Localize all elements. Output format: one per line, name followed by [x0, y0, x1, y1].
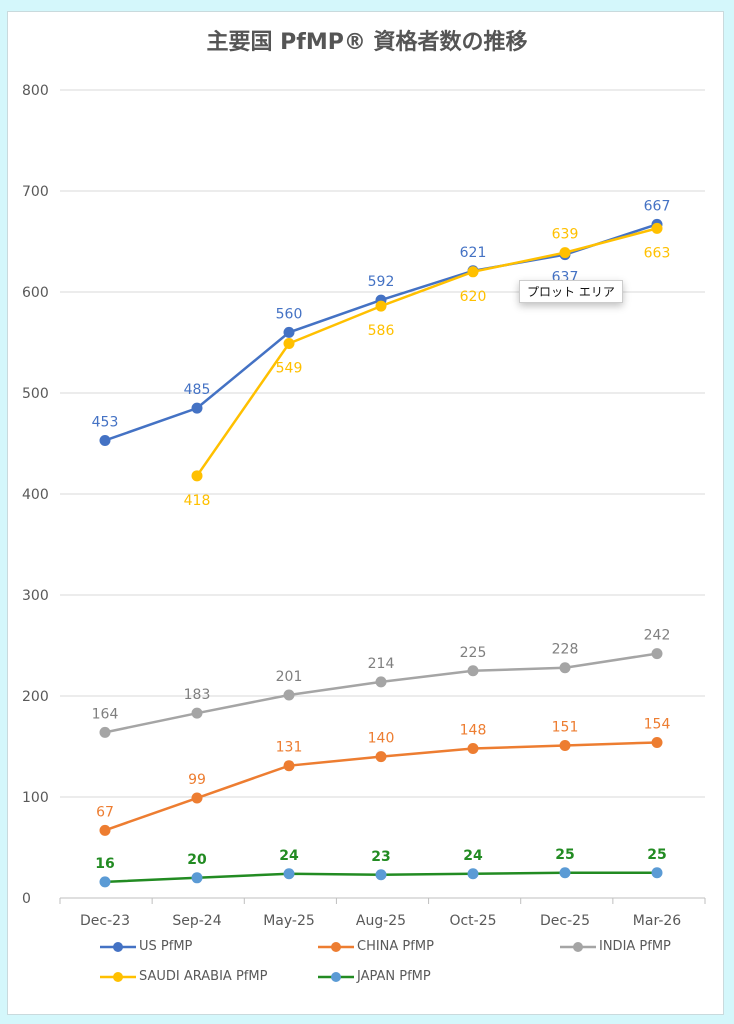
y-tick-label: 200 — [22, 689, 49, 705]
data-label: 16 — [95, 856, 114, 872]
data-point — [375, 751, 387, 763]
data-point — [191, 470, 203, 482]
series-line-saudi-arabia-pfmp — [195, 227, 658, 477]
legend-item[interactable]: US PfMP — [100, 939, 192, 954]
data-label: 225 — [460, 645, 487, 661]
legend-label: INDIA PfMP — [599, 939, 671, 954]
y-tick-label: 800 — [22, 83, 49, 99]
data-point — [375, 676, 387, 688]
data-point — [559, 247, 571, 259]
data-label: 25 — [647, 847, 666, 863]
x-tick-label: Oct-25 — [449, 913, 496, 929]
data-label: 639 — [552, 227, 579, 243]
y-tick-label: 500 — [22, 386, 49, 402]
data-label: 418 — [184, 493, 211, 509]
data-label: 67 — [96, 804, 114, 820]
data-label: 154 — [644, 716, 671, 732]
data-point — [375, 869, 387, 881]
data-label: 621 — [460, 245, 487, 261]
data-label: 620 — [460, 289, 487, 305]
data-label: 228 — [552, 642, 579, 658]
data-point — [283, 338, 295, 350]
data-label: 663 — [644, 245, 671, 261]
data-label: 592 — [368, 274, 395, 290]
legend-item[interactable]: INDIA PfMP — [560, 939, 671, 954]
data-point — [191, 872, 203, 884]
data-point — [467, 868, 479, 880]
data-point — [191, 707, 203, 719]
data-point — [283, 689, 295, 701]
y-tick-label: 400 — [22, 487, 49, 503]
data-label: 25 — [555, 847, 574, 863]
data-label: 485 — [184, 382, 211, 398]
data-point — [191, 792, 203, 804]
data-point — [191, 402, 203, 414]
legend-item[interactable]: CHINA PfMP — [318, 939, 434, 954]
data-point — [651, 736, 663, 748]
x-tick-label: Aug-25 — [356, 913, 406, 929]
x-tick-label: May-25 — [263, 913, 315, 929]
data-point — [99, 434, 111, 446]
data-point — [375, 300, 387, 312]
data-label: 201 — [276, 669, 303, 685]
data-label: 453 — [92, 414, 119, 430]
data-label: 164 — [92, 706, 119, 722]
data-label: 140 — [368, 731, 395, 747]
data-label: 667 — [644, 198, 671, 214]
data-point — [99, 726, 111, 738]
chart-title: 主要国 PfMP® 資格者数の推移 — [206, 30, 528, 55]
data-label: 549 — [276, 361, 303, 377]
data-point — [559, 739, 571, 751]
data-label: 23 — [371, 849, 390, 865]
data-label: 560 — [276, 306, 303, 322]
y-tick-label: 0 — [22, 891, 31, 907]
y-tick-label: 300 — [22, 588, 49, 604]
legend-marker-icon — [100, 941, 136, 952]
data-point — [99, 824, 111, 836]
legend-label: US PfMP — [139, 939, 193, 954]
legend-marker-icon — [560, 941, 596, 952]
data-point — [467, 665, 479, 677]
legend-marker-icon — [318, 941, 354, 952]
x-tick-label: Dec-23 — [80, 913, 130, 929]
data-label: 151 — [552, 719, 579, 735]
y-tick-label: 700 — [22, 184, 49, 200]
data-point — [651, 648, 663, 660]
data-label: 242 — [644, 628, 671, 644]
plot-area-tooltip: プロット エリア — [519, 280, 623, 303]
data-point — [651, 867, 663, 879]
data-point — [283, 326, 295, 338]
data-label: 131 — [276, 740, 303, 756]
y-tick-label: 100 — [22, 790, 49, 806]
data-point — [283, 760, 295, 772]
data-label: 586 — [368, 323, 395, 339]
data-point — [467, 266, 479, 278]
data-label: 20 — [187, 852, 207, 868]
x-tick-label: Mar-26 — [633, 913, 681, 929]
data-point — [99, 876, 111, 888]
data-label: 183 — [184, 687, 211, 703]
data-label: 24 — [463, 848, 483, 864]
data-label: 214 — [368, 656, 395, 672]
data-point — [559, 662, 571, 674]
legend-label: CHINA PfMP — [357, 939, 434, 954]
data-point — [651, 222, 663, 234]
x-tick-label: Sep-24 — [172, 913, 221, 929]
legend-item[interactable]: JAPAN PfMP — [318, 969, 431, 984]
legend-marker-icon — [100, 971, 136, 982]
legend-item[interactable]: SAUDI ARABIA PfMP — [100, 969, 267, 984]
legend-label: SAUDI ARABIA PfMP — [139, 969, 268, 984]
legend-marker-icon — [318, 971, 354, 982]
legend-label: JAPAN PfMP — [357, 969, 431, 984]
data-label: 99 — [188, 772, 206, 788]
y-tick-label: 600 — [22, 285, 49, 301]
data-point — [283, 868, 295, 880]
data-label: 148 — [460, 723, 487, 739]
data-point — [559, 867, 571, 879]
chart-frame — [7, 11, 724, 1015]
x-tick-label: Dec-25 — [540, 913, 590, 929]
data-point — [467, 743, 479, 755]
data-label: 24 — [279, 848, 299, 864]
